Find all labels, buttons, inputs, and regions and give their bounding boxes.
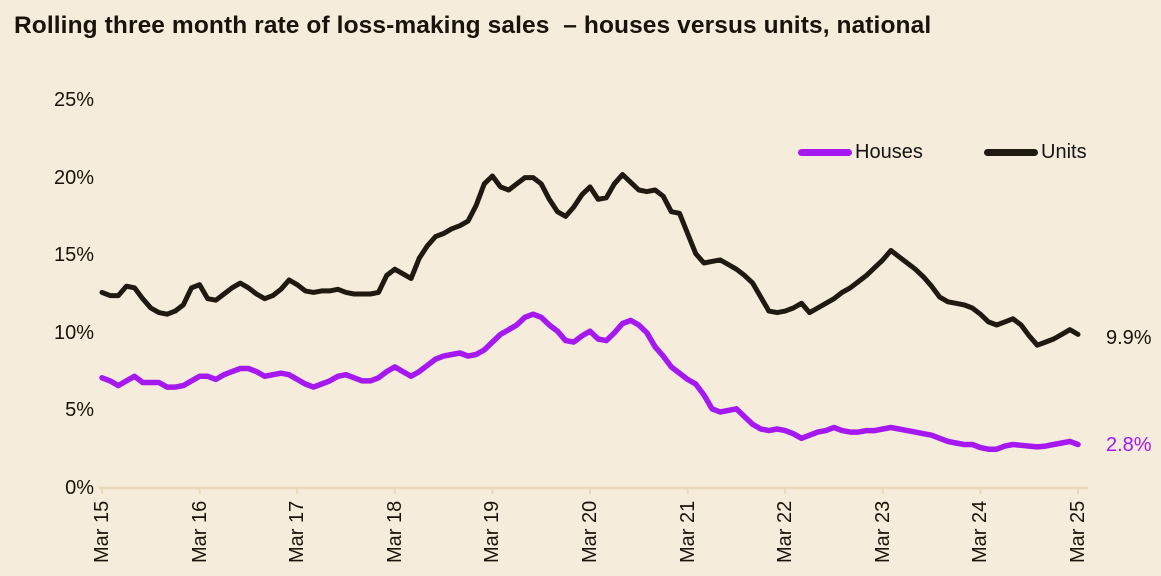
legend-item-houses: Houses: [798, 140, 923, 164]
x-tick-label: Mar 15: [91, 500, 113, 563]
x-tick-label: Mar 20: [579, 500, 601, 563]
legend-label-units: Units: [1041, 140, 1087, 163]
chart-title: Rolling three month rate of loss-making …: [14, 12, 932, 39]
y-tick-label: 5%: [65, 399, 94, 422]
x-tick-label: Mar 25: [1067, 500, 1089, 563]
y-tick-label: 15%: [53, 244, 94, 267]
units-line-swatch: [984, 148, 1038, 156]
houses-line-swatch: [798, 148, 852, 156]
houses-line: [99, 311, 1081, 452]
y-tick-label: 25%: [53, 89, 94, 111]
units-end-value-label: 9.9%: [1106, 327, 1152, 349]
y-tick-label: 0%: [65, 477, 94, 499]
x-tick-label: Mar 24: [969, 500, 992, 563]
legend-item-units: Units: [984, 140, 1087, 164]
y-tick-label: 20%: [53, 166, 94, 189]
legend-label-houses: Houses: [855, 140, 923, 163]
x-tick-label: Mar 16: [188, 500, 211, 563]
units-line: [99, 172, 1081, 348]
houses-end-value-label: 2.8%: [1106, 434, 1152, 456]
y-tick-label: 10%: [53, 321, 94, 344]
x-tick-label: Mar 17: [286, 500, 309, 563]
x-tick-label: Mar 22: [774, 500, 797, 563]
x-tick-label: Mar 18: [383, 500, 406, 563]
x-tick-label: Mar 23: [871, 500, 894, 563]
x-tick-label: Mar 21: [676, 500, 699, 563]
x-tick-label: Mar 19: [481, 500, 504, 563]
